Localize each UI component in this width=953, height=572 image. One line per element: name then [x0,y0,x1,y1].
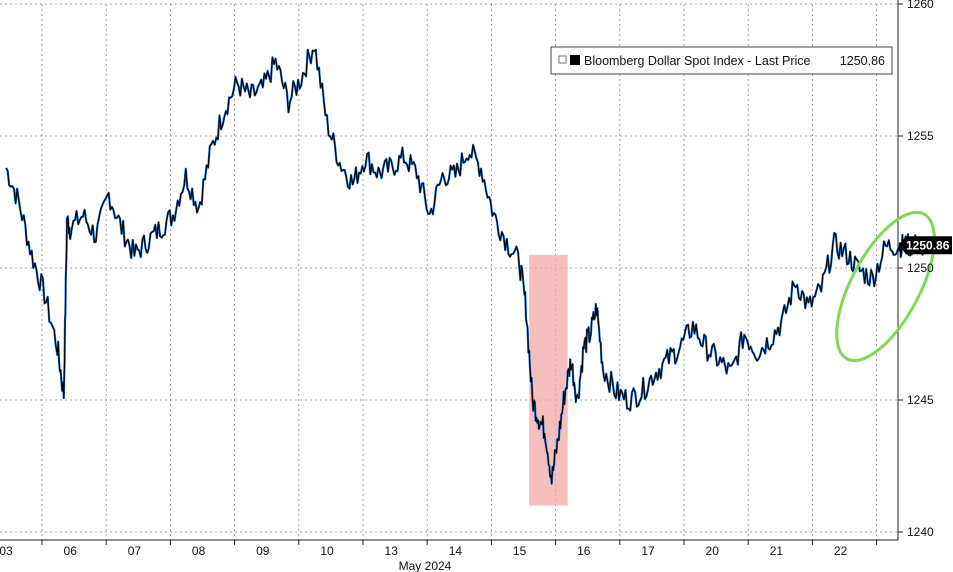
x-tick-label: 09 [256,544,270,558]
x-axis-label: May 2024 [399,559,452,572]
y-tick-label: 1260 [907,0,934,11]
x-tick-label: 17 [641,544,655,558]
x-tick-label: 20 [706,544,720,558]
series-line [5,49,925,485]
x-tick-label: 16 [577,544,591,558]
y-tick-label: 1255 [907,129,934,143]
y-tick-label: 1250 [907,261,934,275]
x-axis-ticks: 03 06 07 08 09 10 13 14 15 16 17 20 21 22 [0,539,898,558]
x-tick-label: 13 [385,544,399,558]
series-group [5,48,926,485]
legend-swatch [570,55,580,65]
x-tick-label: 06 [64,544,78,558]
highlight-ellipse-shape [835,210,936,363]
x-tick-label: 03 [0,544,13,558]
x-tick-label: 22 [834,544,848,558]
highlight-ellipse [835,210,936,363]
grid [0,0,899,540]
legend-series-name: Bloomberg Dollar Spot Index - Last Price [584,54,811,68]
y-axis-ticks: 1240 1245 1250 1255 1260 [898,0,934,539]
x-tick-label: 07 [128,544,142,558]
series-line-blue [5,48,926,485]
legend-box [550,46,893,75]
last-price-label-text: 1250.86 [906,238,950,252]
legend-collapse-icon [558,55,567,64]
last-price-label: 1250.86 [899,236,952,255]
last-price-label-bg [899,236,952,255]
legend: Bloomberg Dollar Spot Index - Last Price… [550,46,893,75]
y-tick-label: 1245 [907,393,934,407]
x-tick-label: 08 [192,544,206,558]
y-tick-label: 1240 [907,525,934,539]
x-tick-label: 15 [513,544,527,558]
legend-last-value: 1250.86 [840,54,885,68]
x-tick-label: 14 [449,544,463,558]
x-tick-label: 21 [770,544,784,558]
x-tick-label: 10 [320,544,334,558]
